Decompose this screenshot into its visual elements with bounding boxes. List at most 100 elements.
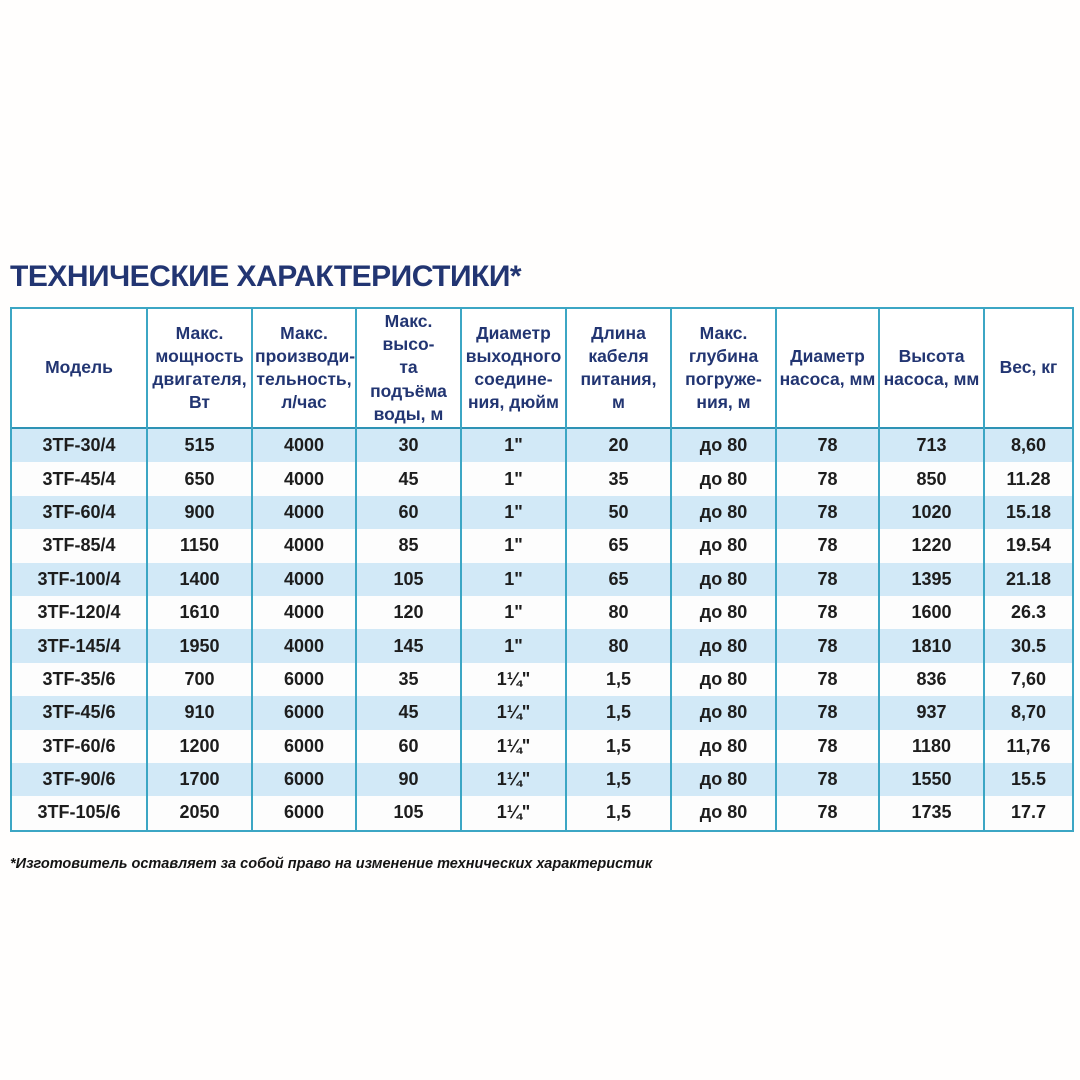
value-cell: 836 — [878, 662, 985, 697]
model-cell: 3TF-120/4 — [10, 595, 148, 630]
value-cell: 78 — [775, 729, 880, 763]
value-cell: 80 — [565, 595, 672, 630]
value-cell: 85 — [355, 529, 462, 563]
value-cell: 1¼" — [460, 696, 567, 730]
value-cell: 11,76 — [983, 729, 1074, 763]
value-cell: 78 — [775, 495, 880, 530]
value-cell: 4000 — [251, 495, 357, 530]
col-header-capacity: Макс. производи- тельность, л/час — [251, 308, 357, 428]
model-cell: 3TF-60/4 — [10, 495, 148, 530]
value-cell: 35 — [565, 462, 672, 496]
value-cell: 120 — [355, 595, 462, 630]
value-cell: 15.5 — [983, 762, 1074, 797]
value-cell: 1600 — [878, 595, 985, 630]
value-cell: 21.18 — [983, 562, 1074, 596]
value-cell: 78 — [775, 562, 880, 596]
value-cell: 1" — [460, 595, 567, 630]
page-title: ТЕХНИЧЕСКИЕ ХАРАКТЕРИСТИКИ* — [10, 260, 522, 293]
value-cell: 6000 — [251, 696, 357, 730]
value-cell: 78 — [775, 529, 880, 563]
table-row: 3TF-100/4 1400 4000 105 1" 65 до 80 78 1395 21.18 — [10, 562, 1074, 596]
spec-table-body: 3TF-30/4 515 4000 30 1" 20 до 80 78 713 8,60 3TF-4… — [10, 428, 1074, 831]
value-cell: 1,5 — [565, 796, 672, 831]
value-cell: 1¼" — [460, 662, 567, 697]
value-cell: 45 — [355, 696, 462, 730]
value-cell: 1,5 — [565, 662, 672, 697]
value-cell: 19.54 — [983, 529, 1074, 563]
value-cell: 105 — [355, 562, 462, 596]
value-cell: 105 — [355, 796, 462, 831]
value-cell: до 80 — [670, 529, 777, 563]
value-cell: 1020 — [878, 495, 985, 530]
value-cell: до 80 — [670, 462, 777, 496]
value-cell: 1,5 — [565, 762, 672, 797]
value-cell: 1400 — [146, 562, 253, 596]
value-cell: 1" — [460, 462, 567, 496]
table-row: 3TF-120/4 1610 4000 120 1" 80 до 80 78 1600 26.3 — [10, 595, 1074, 630]
value-cell: 6000 — [251, 796, 357, 831]
table-row: 3TF-145/4 1950 4000 145 1" 80 до 80 78 1810 30.5 — [10, 629, 1074, 663]
value-cell: 1" — [460, 629, 567, 663]
table-row: 3TF-35/6 700 6000 35 1¼" 1,5 до 80 78 836 7,60 — [10, 662, 1074, 697]
value-cell: 50 — [565, 495, 672, 530]
value-cell: 1,5 — [565, 729, 672, 763]
value-cell: до 80 — [670, 428, 777, 463]
table-row: 3TF-45/6 910 6000 45 1¼" 1,5 до 80 78 937 8,70 — [10, 696, 1074, 730]
value-cell: до 80 — [670, 796, 777, 831]
value-cell: 78 — [775, 629, 880, 663]
footnote: *Изготовитель оставляет за собой право н… — [10, 856, 653, 872]
value-cell: 937 — [878, 696, 985, 730]
col-header-cable: Длина кабеля питания, м — [565, 308, 672, 428]
model-cell: 3TF-90/6 — [10, 762, 148, 797]
value-cell: 20 — [565, 428, 672, 463]
value-cell: до 80 — [670, 629, 777, 663]
value-cell: 80 — [565, 629, 672, 663]
model-cell: 3TF-85/4 — [10, 529, 148, 563]
value-cell: 8,70 — [983, 696, 1074, 730]
value-cell: до 80 — [670, 696, 777, 730]
value-cell: 35 — [355, 662, 462, 697]
value-cell: 1¼" — [460, 729, 567, 763]
value-cell: 15.18 — [983, 495, 1074, 530]
value-cell: 1" — [460, 562, 567, 596]
value-cell: 4000 — [251, 462, 357, 496]
col-header-model: Модель — [10, 308, 148, 428]
value-cell: 65 — [565, 529, 672, 563]
value-cell: 900 — [146, 495, 253, 530]
value-cell: 90 — [355, 762, 462, 797]
value-cell: 7,60 — [983, 662, 1074, 697]
value-cell: 45 — [355, 462, 462, 496]
value-cell: 4000 — [251, 562, 357, 596]
value-cell: до 80 — [670, 495, 777, 530]
value-cell: 650 — [146, 462, 253, 496]
value-cell: 8,60 — [983, 428, 1074, 463]
value-cell: 4000 — [251, 428, 357, 463]
value-cell: 1" — [460, 495, 567, 530]
value-cell: 1735 — [878, 796, 985, 831]
value-cell: 78 — [775, 428, 880, 463]
model-cell: 3TF-145/4 — [10, 629, 148, 663]
value-cell: 4000 — [251, 529, 357, 563]
value-cell: 1" — [460, 529, 567, 563]
value-cell: 78 — [775, 762, 880, 797]
table-row: 3TF-60/4 900 4000 60 1" 50 до 80 78 1020 15.18 — [10, 495, 1074, 530]
value-cell: до 80 — [670, 762, 777, 797]
model-cell: 3TF-100/4 — [10, 562, 148, 596]
model-cell: 3TF-45/4 — [10, 462, 148, 496]
model-cell: 3TF-30/4 — [10, 428, 148, 463]
value-cell: 1180 — [878, 729, 985, 763]
value-cell: 713 — [878, 428, 985, 463]
value-cell: 2050 — [146, 796, 253, 831]
col-header-power: Макс. мощность двигателя, Вт — [146, 308, 253, 428]
value-cell: 145 — [355, 629, 462, 663]
value-cell: 1810 — [878, 629, 985, 663]
value-cell: 4000 — [251, 629, 357, 663]
spec-table: Модель Макс. мощность двигателя, Вт Макс… — [10, 307, 1074, 832]
header-row: Модель Макс. мощность двигателя, Вт Макс… — [10, 308, 1074, 428]
value-cell: 1150 — [146, 529, 253, 563]
col-header-head: Макс. высо- та подъёма воды, м — [355, 308, 462, 428]
value-cell: 11.28 — [983, 462, 1074, 496]
value-cell: 1" — [460, 428, 567, 463]
value-cell: 700 — [146, 662, 253, 697]
